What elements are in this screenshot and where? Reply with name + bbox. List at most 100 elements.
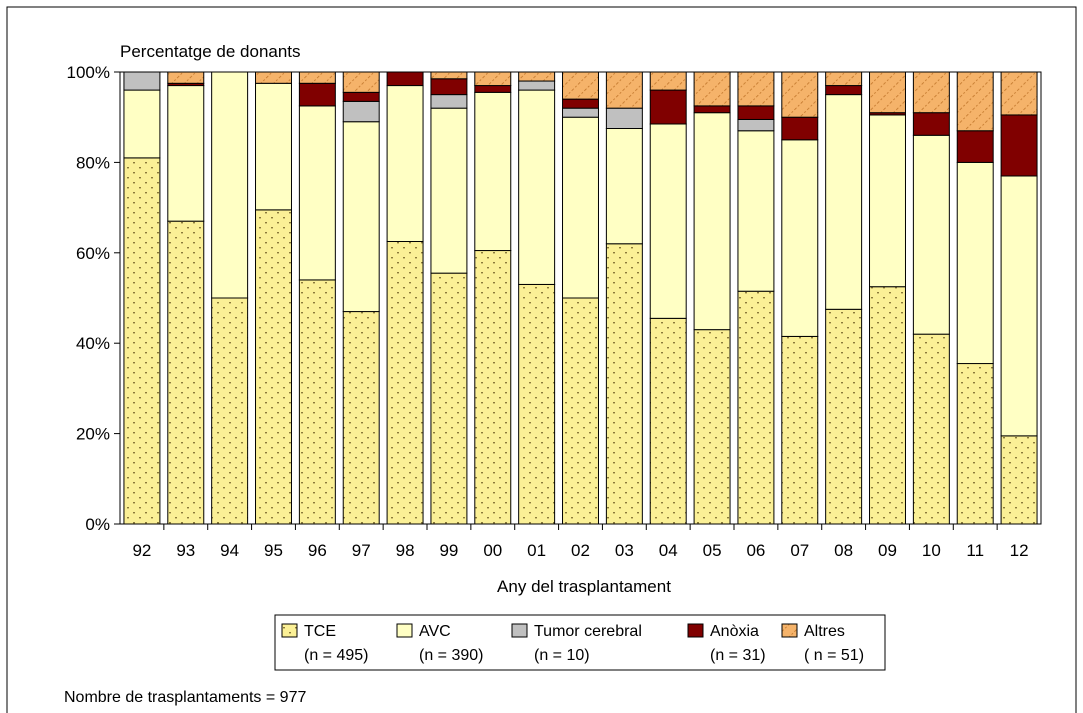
x-tick-label: 10 [922,541,941,560]
bar-segment-an-xia-97 [342,91,380,102]
bar-segment-tce-07 [781,335,819,525]
bar-segment-tce-11 [956,363,994,525]
bar-segment-altres-03 [605,71,643,109]
bar-segment-tce-06 [737,290,775,525]
x-tick-label: 93 [176,541,195,560]
bar-segment-avc-03 [605,128,643,245]
bar-segment-avc-05 [693,112,731,331]
bar-segment-avc-06 [737,130,775,292]
bar-segment-an-xia-05 [693,105,731,114]
y-tick-label: 80% [76,153,110,172]
plot-area [119,71,1042,525]
bar-segment-avc-04 [649,123,687,319]
footer-note: Nombre de trasplantaments = 977 [64,689,306,706]
bar-segment-tce-99 [430,272,468,525]
bar-segment-avc-01 [518,89,556,285]
legend-label: Anòxia [710,623,759,640]
bar-segment-an-xia-99 [430,78,468,96]
bar-segment-an-xia-98 [386,71,424,87]
bar-segment-tce-97 [342,311,380,525]
bar-segment-avc-10 [912,134,950,335]
x-tick-labels: 92 93 94 95 96 97 98 99 00 01 02 03 04 05 06 07 08 09 10 11… [132,524,1029,560]
bar-segment-tumor-cerebral-97 [342,100,380,123]
y-tick-label: 60% [76,244,110,263]
bar-segment-avc-12 [1000,175,1038,437]
bar-segment-an-xia-07 [781,116,819,141]
legend-count: ( n = 51) [804,647,864,664]
bar-segment-avc-09 [869,114,906,288]
legend-count: (n = 10) [534,647,590,664]
y-tick-labels: 0% 20% 40% 60% 80% 100% [67,63,120,534]
bar-segment-altres-06 [737,71,775,107]
legend-label: Altres [804,623,845,640]
bar-segment-an-xia-12 [1000,114,1038,177]
y-axis-title: Percentatge de donants [120,42,301,61]
bar-segment-tce-02 [562,297,599,525]
bar-segment-an-xia-08 [825,85,863,96]
x-tick-label: 11 [966,541,984,560]
bar-segment-an-xia-00 [474,85,512,93]
bar-segment-altres-12 [1000,71,1038,116]
y-tick-label: 40% [76,334,110,353]
x-tick-label: 99 [439,541,458,560]
bar-segment-tce-09 [869,286,906,525]
bar-segment-tce-93 [167,220,205,525]
x-tick-label: 03 [615,541,634,560]
legend-swatch-an-xia [687,623,704,638]
bar-segment-tce-00 [474,250,512,525]
bar-segment-tce-98 [386,241,424,525]
x-tick-label: 09 [878,541,897,560]
x-tick-label: 97 [352,541,371,560]
bar-segment-altres-00 [474,71,512,87]
bar-segment-an-xia-96 [298,82,336,107]
bar-segment-altres-05 [693,71,731,107]
bar-segment-avc-02 [562,116,599,299]
legend-label: Tumor cerebral [534,623,642,640]
bar-segment-an-xia-02 [562,98,599,109]
legend-count: (n = 31) [710,647,766,664]
bar-segment-avc-00 [474,91,512,252]
legend-swatch-altres [781,623,798,638]
legend-count: (n = 390) [419,647,483,664]
legend-label: TCE [304,623,336,640]
chart-frame [6,6,1077,713]
bar-segment-tce-05 [693,329,731,525]
x-tick-label: 95 [264,541,283,560]
bar-segment-altres-93 [167,71,205,84]
bar-segment-tce-08 [825,308,863,525]
bar-segment-altres-08 [825,71,863,87]
legend: TCE (n = 495) AVC (n = 390) Tumor cerebral (n… [274,614,886,671]
bar-segment-avc-98 [386,85,424,242]
bar-segment-tce-01 [518,283,556,525]
bar-segment-an-xia-06 [737,105,775,120]
x-tick-label: 04 [659,541,678,560]
x-tick-label: 94 [220,541,239,560]
bar-segment-tumor-cerebral-03 [605,107,643,130]
legend-count: (n = 495) [304,647,368,664]
bar-segment-altres-96 [298,71,336,84]
legend-label: AVC [419,623,451,640]
y-tick-label: 20% [76,425,110,444]
legend-swatch-tce [281,623,298,638]
x-axis-title: Any del trasplantament [497,577,671,596]
bar-segment-altres-11 [956,71,994,132]
x-tick-label: 02 [571,541,590,560]
x-tick-label: 96 [308,541,327,560]
y-tick-label: 100% [67,63,110,82]
bar-segment-avc-08 [825,94,863,310]
bar-segment-tce-04 [649,317,687,525]
bar-segment-altres-04 [649,71,687,91]
bar-segment-an-xia-04 [649,89,687,125]
x-tick-label: 01 [527,541,546,560]
bar-segment-tumor-cerebral-06 [737,118,775,132]
x-tick-label: 08 [834,541,853,560]
bar-segment-tumor-cerebral-01 [518,80,556,91]
x-tick-label: 92 [132,541,151,560]
bar-segment-altres-07 [781,71,819,118]
bar-segment-tce-12 [1000,435,1038,525]
bar-segment-tumor-cerebral-02 [562,107,599,118]
x-tick-label: 05 [703,541,722,560]
bar-segment-avc-97 [342,121,380,313]
bar-segment-tce-03 [605,243,643,525]
